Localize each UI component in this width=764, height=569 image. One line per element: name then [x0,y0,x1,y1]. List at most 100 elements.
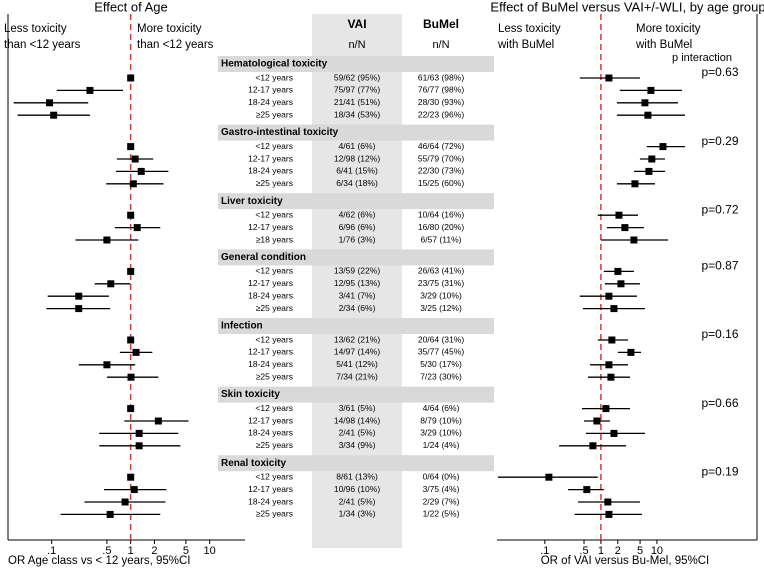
row-label: 12-17 years [248,347,293,357]
estimate [127,211,135,219]
cell: 1/24 (4%) [423,440,460,450]
x-tick-label: 5 [183,545,189,557]
cell: 4/62 (6%) [339,209,376,219]
x-tick-label: 1 [598,545,604,557]
row-label: <12 years [255,403,293,413]
cell: 4/61 (6%) [339,141,376,151]
estimate [127,267,135,275]
group-band [218,56,494,72]
cell: 75/97 (77%) [334,85,380,95]
p-value: p=0.63 [701,65,738,79]
group-title: Skin toxicity [221,389,280,400]
estimate [604,498,612,506]
row-label: 18-24 years [248,97,293,107]
cell: 59/62 (95%) [334,72,380,82]
row-label: 12-17 years [248,278,293,288]
estimate [583,486,591,494]
x-tick-label: 2 [151,545,157,557]
cell: 3/25 (12%) [420,303,462,313]
group-title: Hematological toxicity [221,59,328,70]
x-tick-label: 10 [204,545,216,557]
column-subheader: n/N [348,39,365,51]
row-label: ≥25 years [256,440,293,450]
estimate [610,305,618,313]
cell: 3/41 (7%) [339,290,376,300]
estimate [647,86,655,94]
cell: 16/80 (20%) [418,222,464,232]
group-title: Gastro-intestinal toxicity [221,127,339,138]
cell: 22/30 (73%) [418,166,464,176]
cell: 2/34 (6%) [339,303,376,313]
row-label: 18-24 years [248,359,293,369]
estimate [608,336,616,344]
estimate [135,442,143,450]
cell: 3/29 (10%) [420,290,462,300]
estimate [154,417,162,425]
estimate [75,292,83,300]
cell: 15/25 (60%) [418,178,464,188]
chart-title: Effect of BuMel versus VAI+/-WLI, by age… [490,0,764,14]
annotation: than <12 years [137,39,214,51]
row-label: 12-17 years [248,85,293,95]
row-label: <12 years [255,266,293,276]
cell: 26/63 (41%) [418,266,464,276]
cell: 23/75 (31%) [418,278,464,288]
group-band [218,124,494,141]
cell: 3/75 (4%) [423,484,460,494]
annotation: with BuMel [497,39,554,51]
group-band [218,249,494,266]
estimate [641,99,649,107]
row-label: <12 years [255,141,293,151]
estimate [135,429,143,437]
cell: 18/34 (53%) [334,109,380,119]
estimate [615,211,623,219]
estimate [107,280,115,288]
estimate [127,74,135,82]
x-axis-label: OR of VAI versus Bu-Mel, 95%CI [541,555,710,567]
p-value: p=0.29 [701,134,738,148]
p-title: p interaction [672,52,732,64]
row-label: ≥25 years [256,109,293,119]
estimate [132,348,140,356]
cell: 46/64 (72%) [418,141,464,151]
group-band [218,455,494,472]
cell: 3/29 (10%) [420,428,462,438]
column-header: BuMel [423,17,459,31]
annotation: More toxicity [636,23,701,35]
annotation: than <12 years [4,39,81,51]
cell: 14/97 (14%) [334,347,380,357]
estimate [75,305,83,313]
row-label: <12 years [255,471,293,481]
cell: 4/64 (6%) [423,403,460,413]
group-title: Infection [221,321,263,332]
annotation: Less toxicity [498,23,561,35]
cell: 3/61 (5%) [339,403,376,413]
cell: 22/23 (96%) [418,109,464,119]
group-band [218,386,494,403]
column-header: VAI [347,17,366,31]
annotation: Less toxicity [4,23,67,35]
estimate [131,155,139,163]
x-tick-label: .5 [102,545,111,557]
group-band [218,318,494,334]
cell: 61/63 (98%) [418,72,464,82]
cell: 5/30 (17%) [420,359,462,369]
cell: 6/34 (18%) [336,178,378,188]
cell: 10/64 (16%) [418,209,464,219]
x-tick-label: .5 [579,545,588,557]
p-value: p=0.16 [701,327,738,341]
row-label: 12-17 years [248,484,293,494]
row-label: <12 years [255,334,293,344]
estimate [607,373,615,381]
cell: 12/98 (12%) [334,153,380,163]
estimate [86,86,94,94]
row-label: 18-24 years [248,496,293,506]
estimate [605,74,613,82]
cell: 2/41 (5%) [339,428,376,438]
chart-title: Effect of Age [94,0,167,14]
estimate [614,267,622,275]
group-title: Renal toxicity [221,458,286,469]
x-tick-label: 1 [128,545,134,557]
estimate [127,373,135,381]
estimate [648,155,656,163]
